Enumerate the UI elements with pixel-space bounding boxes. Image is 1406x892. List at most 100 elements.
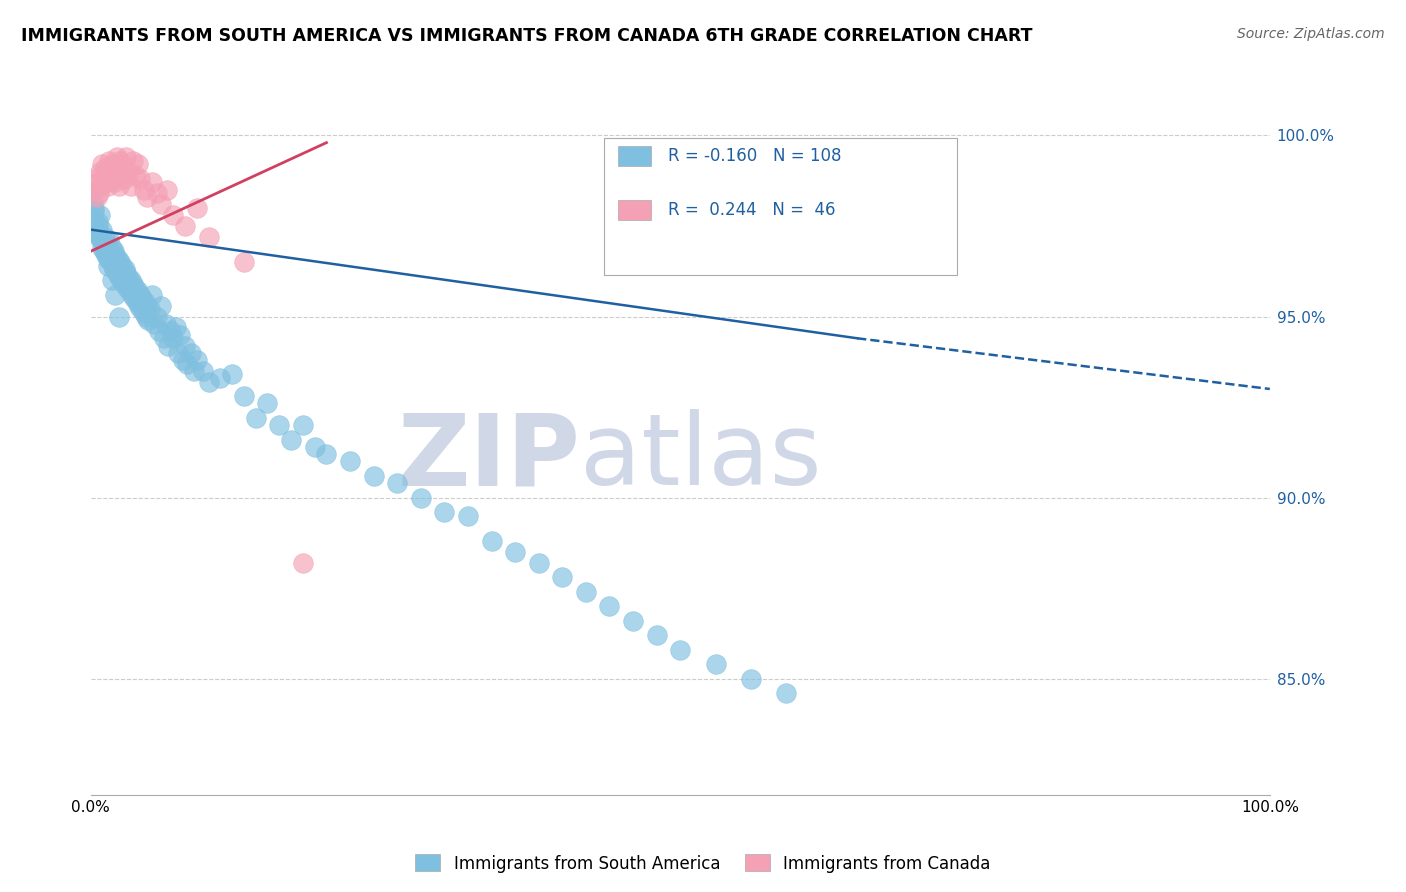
- Point: [132, 183, 155, 197]
- Point: [232, 389, 254, 403]
- Point: [645, 628, 668, 642]
- Point: [86, 190, 108, 204]
- Point: [87, 186, 110, 201]
- Point: [621, 614, 644, 628]
- Point: [115, 150, 138, 164]
- Point: [90, 234, 112, 248]
- Point: [172, 353, 194, 368]
- Point: [115, 266, 138, 280]
- Point: [101, 172, 124, 186]
- Point: [82, 194, 104, 208]
- Point: [197, 230, 219, 244]
- Point: [84, 215, 107, 229]
- Point: [176, 357, 198, 371]
- Point: [669, 642, 692, 657]
- Point: [129, 287, 152, 301]
- Point: [101, 259, 124, 273]
- Point: [104, 176, 127, 190]
- Point: [108, 179, 131, 194]
- Point: [122, 292, 145, 306]
- Point: [97, 179, 120, 194]
- Point: [122, 153, 145, 168]
- Point: [169, 327, 191, 342]
- Point: [156, 183, 179, 197]
- Point: [551, 570, 574, 584]
- Point: [291, 556, 314, 570]
- Point: [108, 255, 131, 269]
- Point: [481, 534, 503, 549]
- Point: [87, 230, 110, 244]
- Point: [152, 331, 174, 345]
- Point: [104, 248, 127, 262]
- Text: ZIP: ZIP: [396, 409, 581, 506]
- Point: [131, 302, 153, 317]
- Point: [125, 295, 148, 310]
- Point: [94, 244, 117, 259]
- Point: [115, 280, 138, 294]
- Point: [103, 244, 125, 259]
- Point: [83, 183, 105, 197]
- Point: [141, 287, 163, 301]
- Point: [174, 338, 197, 352]
- Point: [118, 284, 141, 298]
- Point: [143, 317, 166, 331]
- Point: [108, 269, 131, 284]
- Point: [315, 447, 337, 461]
- Point: [96, 164, 118, 178]
- Point: [90, 230, 112, 244]
- Point: [232, 255, 254, 269]
- Point: [94, 248, 117, 262]
- Point: [128, 299, 150, 313]
- Point: [157, 338, 180, 352]
- Point: [145, 186, 167, 201]
- Point: [108, 310, 131, 324]
- Point: [304, 440, 326, 454]
- Point: [98, 234, 121, 248]
- Point: [105, 266, 128, 280]
- Point: [138, 302, 160, 317]
- Point: [148, 324, 170, 338]
- Point: [122, 277, 145, 291]
- Point: [132, 306, 155, 320]
- Point: [136, 190, 159, 204]
- Point: [339, 454, 361, 468]
- Point: [120, 179, 142, 194]
- Text: IMMIGRANTS FROM SOUTH AMERICA VS IMMIGRANTS FROM CANADA 6TH GRADE CORRELATION CH: IMMIGRANTS FROM SOUTH AMERICA VS IMMIGRA…: [21, 27, 1032, 45]
- Point: [134, 295, 156, 310]
- Point: [107, 164, 129, 178]
- Point: [180, 345, 202, 359]
- Text: atlas: atlas: [581, 409, 821, 506]
- Point: [94, 176, 117, 190]
- Point: [387, 476, 409, 491]
- Point: [89, 164, 111, 178]
- Point: [98, 153, 121, 168]
- Point: [191, 364, 214, 378]
- Point: [197, 375, 219, 389]
- Text: R = -0.160   N = 108: R = -0.160 N = 108: [668, 147, 842, 165]
- Point: [127, 157, 149, 171]
- Point: [100, 168, 122, 182]
- Point: [598, 599, 620, 614]
- Point: [111, 157, 134, 171]
- Legend: Immigrants from South America, Immigrants from Canada: Immigrants from South America, Immigrant…: [409, 847, 997, 880]
- Point: [124, 280, 146, 294]
- Point: [93, 172, 115, 186]
- Point: [129, 172, 152, 186]
- Point: [174, 219, 197, 233]
- Point: [91, 222, 114, 236]
- Point: [256, 396, 278, 410]
- Point: [121, 287, 143, 301]
- Point: [127, 284, 149, 298]
- Point: [86, 219, 108, 233]
- Point: [83, 201, 105, 215]
- FancyBboxPatch shape: [603, 138, 957, 275]
- Point: [108, 153, 131, 168]
- Point: [183, 364, 205, 378]
- Point: [150, 197, 173, 211]
- Point: [150, 299, 173, 313]
- Point: [103, 161, 125, 175]
- Point: [107, 252, 129, 266]
- Point: [141, 176, 163, 190]
- Point: [138, 313, 160, 327]
- Point: [120, 273, 142, 287]
